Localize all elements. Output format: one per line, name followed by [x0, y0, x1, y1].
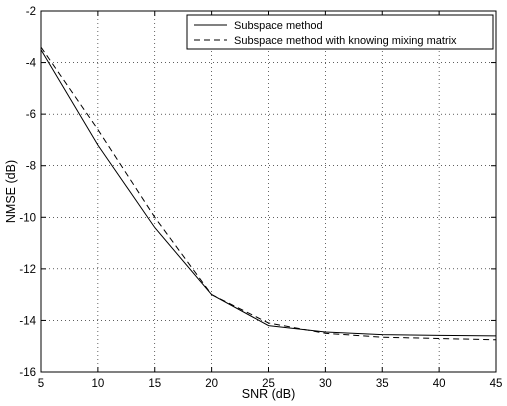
- y-axis: -16 -14 -12 -10 -8 -6 -4 -2: [19, 6, 496, 379]
- y-tick-label: -16: [19, 367, 36, 379]
- series-lines: [40, 46, 497, 341]
- y-axis-label: NMSE (dB): [4, 160, 18, 223]
- series-line-2: [40, 46, 497, 341]
- y-tick-label: -10: [19, 212, 36, 224]
- legend-label-1: Subspace method: [234, 20, 323, 32]
- y-tick-label: -6: [26, 109, 36, 121]
- grid-lines: [41, 11, 496, 372]
- x-tick-label: 25: [262, 378, 275, 390]
- y-tick-label: -4: [26, 58, 37, 70]
- x-axis-label: SNR (dB): [242, 387, 295, 401]
- x-tick-label: 35: [376, 378, 389, 390]
- x-tick-label: 20: [205, 378, 218, 390]
- x-tick-label: 30: [319, 378, 332, 390]
- y-tick-label: -2: [26, 6, 36, 18]
- y-tick-label: -14: [19, 315, 36, 327]
- x-tick-label: 40: [433, 378, 446, 390]
- x-tick-label: 10: [91, 378, 104, 390]
- series-line-1: [40, 49, 497, 337]
- legend: Subspace method Subspace method with know…: [186, 14, 494, 50]
- legend-label-2: Subspace method with knowing mixing matr…: [234, 35, 457, 47]
- x-axis: 5 10 15 20 25 30 35 40 45: [38, 11, 503, 390]
- x-tick-label: 5: [38, 378, 44, 390]
- y-tick-label: -8: [26, 161, 36, 173]
- x-tick-label: 45: [490, 378, 503, 390]
- x-tick-label: 15: [148, 378, 161, 390]
- legend-box: [186, 14, 494, 50]
- y-tick-label: -12: [19, 264, 36, 276]
